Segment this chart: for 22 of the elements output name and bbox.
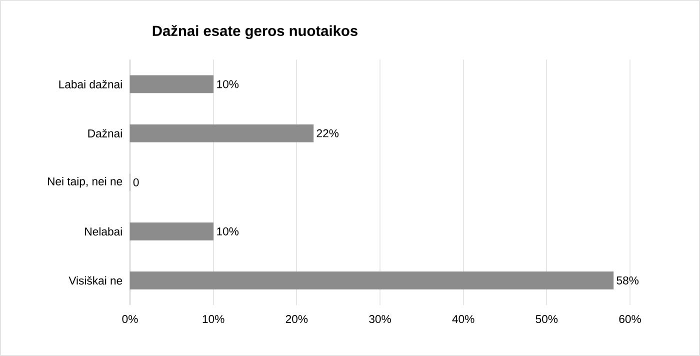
x-tick-label: 60% [619, 315, 641, 324]
x-tick-label: 50% [536, 315, 558, 324]
data-label: 58% [616, 276, 639, 284]
bar [130, 222, 214, 240]
y-tick-label: Nelabai [85, 227, 122, 236]
bar [130, 272, 614, 290]
x-tick-label: 0% [122, 315, 138, 324]
data-label: 10% [217, 80, 239, 88]
x-tick-label: 20% [286, 315, 308, 324]
x-tick-label: 10% [202, 315, 224, 324]
data-label: 0 [133, 178, 139, 186]
x-tick-label: 40% [452, 315, 474, 324]
data-label: 10% [217, 227, 239, 236]
y-tick-label: Nei taip, nei ne [48, 177, 122, 188]
chart-title: Dažnai esate geros nuotaikos [152, 24, 358, 40]
bar [130, 75, 214, 94]
y-tick-label: Labai dažnai [59, 80, 122, 88]
bar [130, 124, 314, 142]
x-tick-label: 30% [369, 315, 391, 324]
y-tick-label: Visiškai ne [68, 276, 122, 285]
y-tick-label: Dažnai [88, 129, 122, 138]
data-label: 22% [316, 129, 339, 138]
